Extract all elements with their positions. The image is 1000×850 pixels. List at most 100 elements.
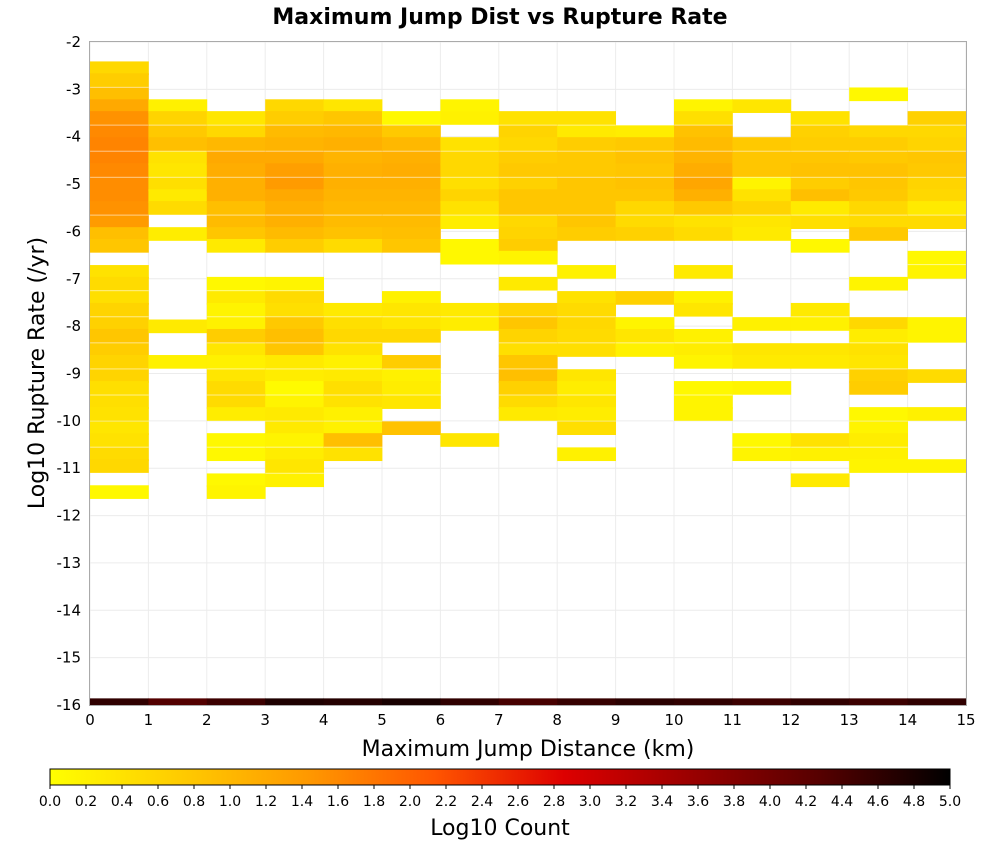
heatmap-cell: [148, 163, 208, 177]
heatmap-cell: [265, 433, 324, 447]
heatmap-cell: [206, 355, 266, 369]
colorbar-tick-label: 1.8: [363, 794, 385, 810]
heatmap-cell: [148, 319, 208, 334]
colorbar-tick-label: 2.0: [399, 794, 421, 810]
colorbar-tick-label: 1.0: [219, 794, 241, 810]
heatmap-cell: [732, 215, 792, 229]
heatmap-cell: [206, 395, 266, 409]
heatmap-cell: [557, 151, 616, 166]
heatmap-cell: [382, 317, 441, 331]
heatmap-cell: [790, 163, 850, 177]
heatmap-cell: [440, 433, 500, 447]
heatmap-cell: [498, 111, 558, 125]
heatmap-cell: [557, 698, 616, 706]
heatmap-cell: [674, 125, 733, 140]
colorbar-tick-label: 3.2: [615, 794, 637, 810]
x-tick-label: 3: [260, 711, 270, 729]
colorbar-tick-label: 0.4: [111, 794, 133, 810]
y-tick-label: -9: [66, 365, 81, 383]
heatmap-cell: [498, 276, 558, 291]
heatmap-cell: [732, 343, 792, 357]
heatmap-cell: [615, 125, 675, 140]
heatmap-cell: [790, 189, 850, 203]
heatmap-cell: [849, 407, 908, 421]
heatmap-cell: [615, 698, 675, 706]
heatmap-cell: [90, 407, 149, 421]
heatmap-cell: [90, 459, 149, 473]
heatmap-cell: [907, 459, 967, 473]
heatmap-cell: [498, 250, 558, 265]
heatmap-cell: [90, 447, 149, 462]
heatmap-cell: [907, 189, 967, 203]
heatmap-cell: [265, 177, 324, 192]
heatmap-cell: [323, 111, 383, 125]
colorbar-tick-label: 2.4: [471, 794, 493, 810]
heatmap-cell: [849, 177, 908, 192]
heatmap-cell: [90, 201, 149, 215]
plot-border: [89, 41, 967, 706]
heatmap-cell: [615, 291, 675, 305]
heatmap-cell: [440, 177, 500, 192]
x-tick-label: 15: [956, 711, 975, 729]
heatmap-cell: [265, 163, 324, 177]
heatmap-cell: [498, 698, 558, 706]
heatmap-cell: [557, 302, 616, 317]
heatmap-cell: [265, 369, 324, 383]
heatmap-cell: [440, 163, 500, 177]
heatmap-cell: [849, 459, 908, 473]
colorbar-tick-label: 1.4: [291, 794, 313, 810]
heatmap-cell: [849, 381, 908, 395]
heatmap-cell: [382, 421, 441, 435]
x-tick-label: 2: [202, 711, 212, 729]
heatmap-cell: [323, 215, 383, 229]
x-tick-label: 7: [494, 711, 504, 729]
heatmap-cell: [265, 111, 324, 125]
heatmap-cell: [732, 177, 792, 192]
heatmap-cell: [849, 433, 908, 447]
heatmap-cell: [498, 355, 558, 369]
heatmap-cell: [790, 125, 850, 140]
heatmap-cell: [557, 137, 616, 151]
heatmap-cell: [674, 328, 733, 343]
heatmap-cell: [557, 189, 616, 203]
heatmap-cell: [557, 407, 616, 421]
heatmap-cell: [849, 421, 908, 435]
heatmap-cell: [674, 227, 733, 241]
heatmap-cell: [206, 227, 266, 241]
colorbar-tick-label: 2.6: [507, 794, 529, 810]
heatmap-cell: [732, 151, 792, 166]
heatmap-cell: [674, 163, 733, 177]
heatmap-cell: [849, 125, 908, 140]
heatmap-cell: [148, 137, 208, 151]
heatmap-cell: [382, 355, 441, 369]
y-tick-label: -5: [66, 175, 81, 193]
heatmap-cell: [206, 125, 266, 140]
heatmap-cell: [148, 177, 208, 192]
heatmap-cell: [90, 137, 149, 151]
heatmap-cell: [265, 698, 324, 706]
heatmap-cell: [557, 447, 616, 462]
heatmap-cell: [674, 151, 733, 166]
heatmap-cell: [382, 239, 441, 253]
heatmap-cell: [323, 421, 383, 435]
heatmap-cell: [849, 137, 908, 151]
heatmap-cell: [90, 87, 149, 102]
y-tick-label: -7: [66, 270, 81, 288]
heatmap-cell: [674, 137, 733, 151]
heatmap-cell: [674, 265, 733, 279]
heatmap-cell: [732, 447, 792, 462]
heatmap-cell: [907, 177, 967, 192]
heatmap-cell: [790, 698, 850, 706]
heatmap-cell: [615, 177, 675, 192]
heatmap-cell: [90, 302, 149, 317]
x-tick-labels: 0 1 2 3 4 5 6 7 8 9 10 11 12 13 14 15: [85, 711, 975, 729]
heatmap-cell: [674, 291, 733, 305]
heatmap-cell: [790, 177, 850, 192]
x-tick-label: 6: [436, 711, 446, 729]
heatmap-cell: [90, 73, 149, 87]
heatmap-cell: [265, 201, 324, 215]
heatmap-cells: [90, 61, 967, 706]
heatmap-cell: [265, 215, 324, 229]
heatmap-cell: [498, 189, 558, 203]
